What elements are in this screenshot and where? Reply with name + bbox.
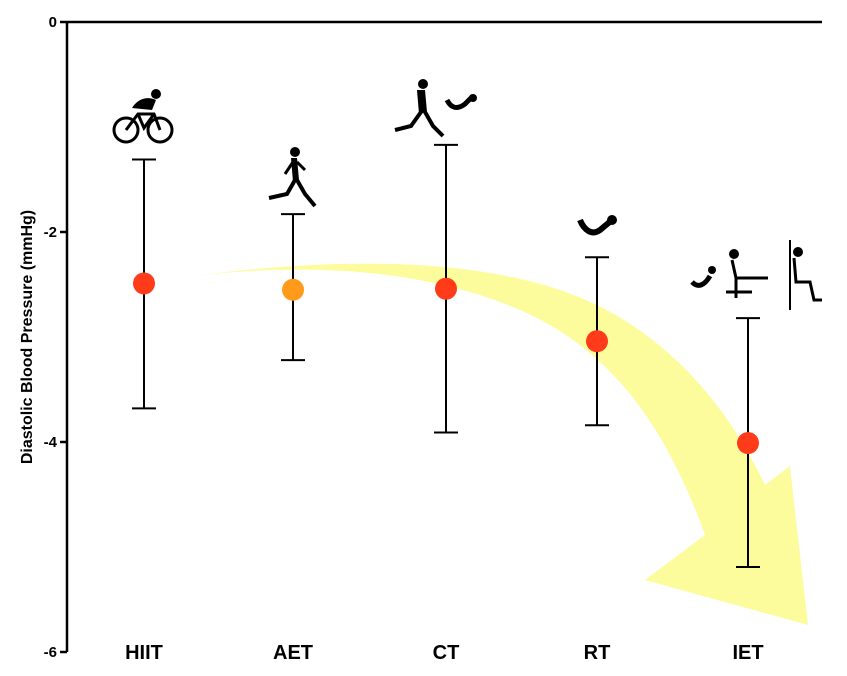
data-point (435, 277, 457, 300)
dumbbell-curl-icon (577, 215, 617, 236)
x-category-label: RT (584, 642, 611, 664)
x-category-label: HIIT (125, 642, 163, 664)
x-category-label: AET (273, 642, 313, 664)
data-point (282, 278, 304, 301)
data-point (737, 432, 759, 455)
y-tick-label: 0 (49, 14, 57, 31)
y-tick-label: -6 (44, 644, 57, 661)
x-category-label: IET (732, 642, 763, 664)
y-tick-label: -4 (44, 434, 58, 451)
x-category-label: CT (433, 642, 460, 664)
isometric-exercises-icon (690, 240, 822, 310)
runner-and-weights-icon (394, 79, 477, 138)
trend-arrow (144, 263, 808, 625)
data-point (133, 272, 155, 295)
cyclist-icon (112, 89, 174, 144)
y-axis-label: Diastolic Blood Pressure (mmHg) (19, 210, 36, 464)
data-point (586, 330, 608, 353)
runner-icon (268, 147, 317, 208)
y-tick-label: -2 (44, 224, 57, 241)
